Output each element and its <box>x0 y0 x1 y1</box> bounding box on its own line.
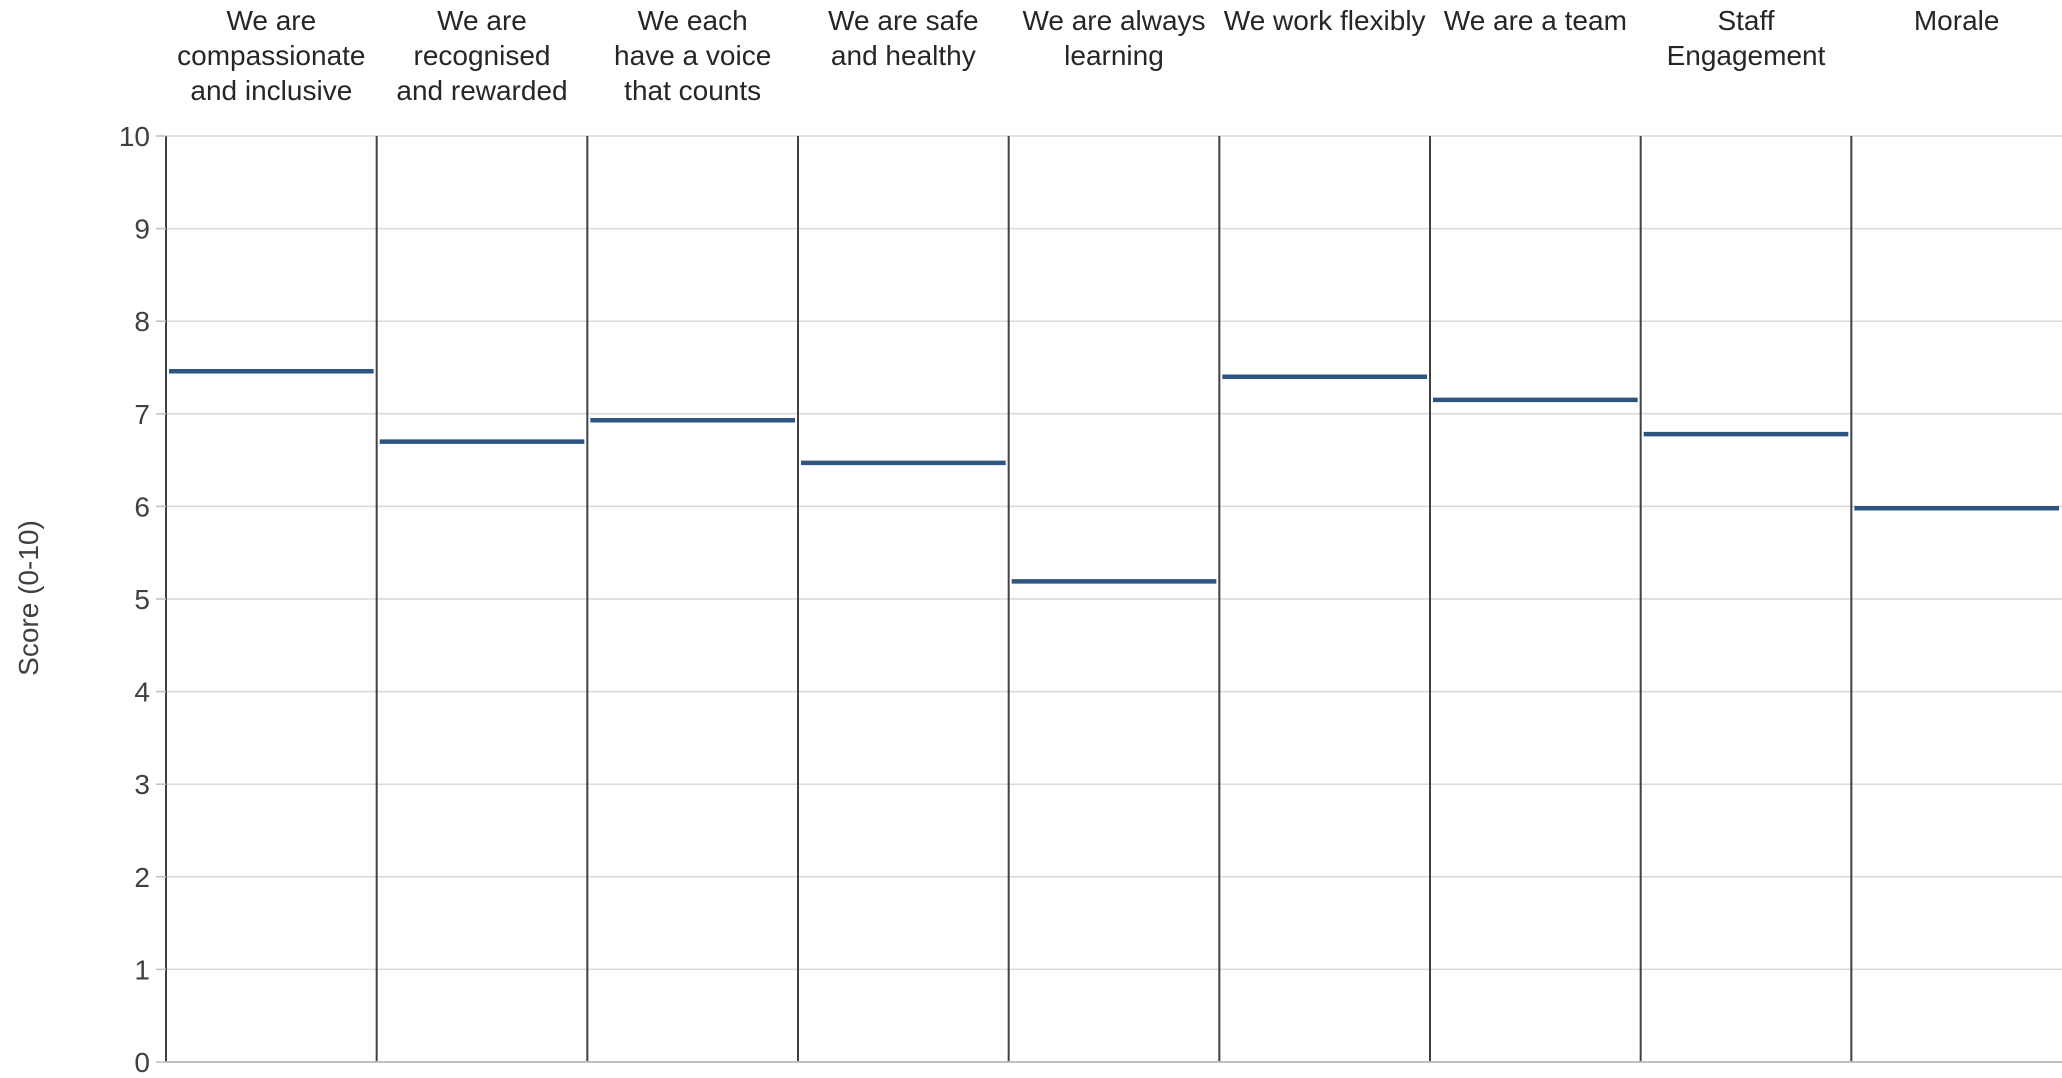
y-tick-label: 8 <box>134 306 150 337</box>
y-tick-label: 3 <box>134 769 150 800</box>
category-label: We are a team <box>1444 5 1627 36</box>
category-label-line: We each <box>638 5 748 36</box>
category-label-line: We are <box>226 5 316 36</box>
category-label-line: and rewarded <box>396 75 567 106</box>
y-tick-label: 2 <box>134 862 150 893</box>
y-tick-label: 7 <box>134 399 150 430</box>
y-tick-label: 5 <box>134 584 150 615</box>
category-label-line: We are <box>437 5 527 36</box>
category-label-line: that counts <box>624 75 761 106</box>
axes <box>156 135 2062 1063</box>
category-dividers <box>165 136 1853 1062</box>
y-tick-label: 10 <box>119 121 150 152</box>
category-label-line: and inclusive <box>190 75 352 106</box>
category-label-line: Staff <box>1717 5 1774 36</box>
category-label: We are recognised and rewarded <box>396 5 567 106</box>
category-label-line: We work flexibly <box>1224 5 1426 36</box>
y-tick-label: 6 <box>134 491 150 522</box>
category-label-line: We are always <box>1022 5 1205 36</box>
category-labels: We are compassionate and inclusive We are re… <box>177 5 1999 106</box>
category-label: We are compassionate and inclusive <box>177 5 365 106</box>
category-label-line: We are a team <box>1444 5 1627 36</box>
y-axis-title: Score (0-10) <box>13 520 44 676</box>
category-label-line: Engagement <box>1667 40 1826 71</box>
category-label: Morale <box>1914 5 2000 36</box>
category-label-line: and healthy <box>831 40 976 71</box>
category-label: We work flexibly <box>1224 5 1426 36</box>
value-markers <box>169 368 2059 584</box>
category-label: We are always learning <box>1022 5 1205 71</box>
y-tick-label: 9 <box>134 214 150 245</box>
gridlines <box>166 135 2062 971</box>
category-label-line: Morale <box>1914 5 2000 36</box>
category-label-line: have a voice <box>614 40 771 71</box>
category-label: We each have a voice that counts <box>614 5 771 106</box>
y-tick-label: 1 <box>134 954 150 985</box>
category-label: Staff Engagement <box>1667 5 1826 71</box>
y-tick-labels: 0 1 2 3 4 5 6 7 8 9 10 <box>119 121 150 1078</box>
y-tick-label: 0 <box>134 1047 150 1078</box>
category-label-line: learning <box>1064 40 1164 71</box>
category-label-line: recognised <box>414 40 551 71</box>
y-tick-label: 4 <box>134 677 150 708</box>
category-label-line: We are safe <box>828 5 978 36</box>
category-label: We are safe and healthy <box>828 5 978 71</box>
category-label-line: compassionate <box>177 40 365 71</box>
